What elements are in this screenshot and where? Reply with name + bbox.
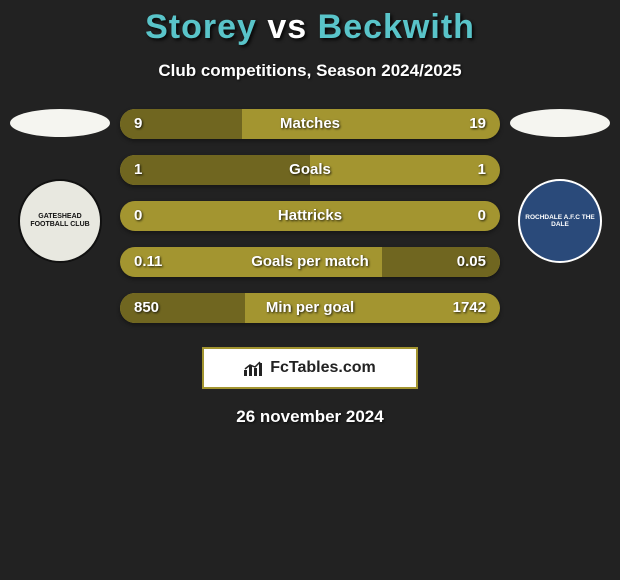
attribution-box: FcTables.com — [202, 347, 418, 389]
chart-icon — [244, 360, 264, 376]
stat-label: Goals per match — [120, 247, 500, 277]
stat-value-right: 0.05 — [457, 247, 486, 277]
stat-value-right: 1 — [478, 155, 486, 185]
club-badge-left-text: GATESHEAD FOOTBALL CLUB — [20, 213, 100, 228]
stat-value-right: 0 — [478, 201, 486, 231]
page-title: Storey vs Beckwith — [0, 8, 620, 47]
stat-bar: 850Min per goal1742 — [120, 293, 500, 323]
stat-label: Matches — [120, 109, 500, 139]
player1-avatar-placeholder — [10, 109, 110, 137]
date-text: 26 november 2024 — [0, 407, 620, 427]
subtitle: Club competitions, Season 2024/2025 — [0, 61, 620, 81]
stat-bar: 1Goals1 — [120, 155, 500, 185]
club-badge-right: ROCHDALE A.F.C THE DALE — [518, 179, 602, 263]
comparison-card: Storey vs Beckwith Club competitions, Se… — [0, 0, 620, 427]
stat-value-right: 1742 — [453, 293, 486, 323]
stat-label: Min per goal — [120, 293, 500, 323]
stat-bar: 0.11Goals per match0.05 — [120, 247, 500, 277]
attribution-text: FcTables.com — [270, 359, 376, 377]
stat-label: Goals — [120, 155, 500, 185]
stat-label: Hattricks — [120, 201, 500, 231]
stat-bar: 9Matches19 — [120, 109, 500, 139]
title-vs: vs — [267, 8, 307, 46]
stats-bars: 9Matches19 1Goals1 0Hattricks0 0.11Goals pe… — [112, 109, 508, 339]
title-player1: Storey — [145, 8, 257, 46]
club-badge-left: GATESHEAD FOOTBALL CLUB — [18, 179, 102, 263]
right-column: ROCHDALE A.F.C THE DALE — [508, 109, 612, 263]
main-row: GATESHEAD FOOTBALL CLUB 9Matches191Goals… — [0, 109, 620, 339]
title-player2: Beckwith — [318, 8, 475, 46]
club-badge-right-text: ROCHDALE A.F.C THE DALE — [520, 214, 600, 228]
player2-avatar-placeholder — [510, 109, 610, 137]
stat-value-right: 19 — [469, 109, 486, 139]
left-column: GATESHEAD FOOTBALL CLUB — [8, 109, 112, 263]
stat-bar: 0Hattricks0 — [120, 201, 500, 231]
